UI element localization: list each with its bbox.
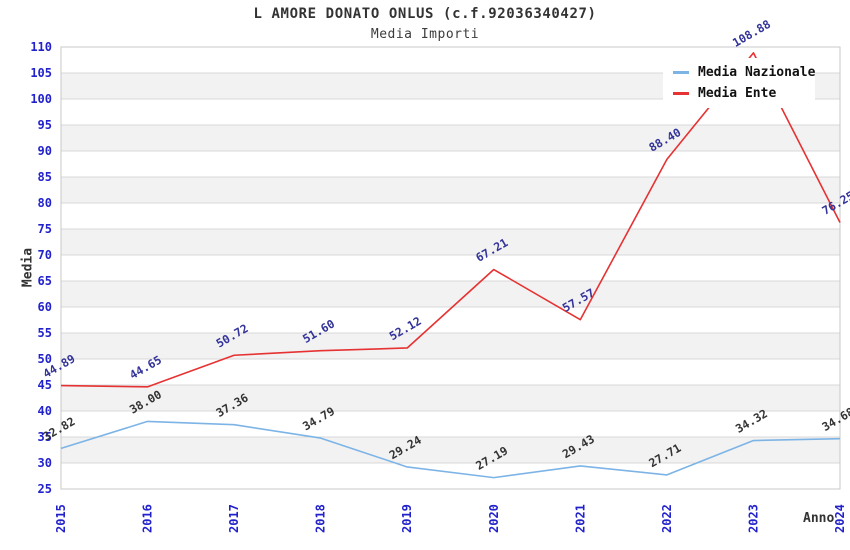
legend-label: Media Ente bbox=[698, 86, 777, 101]
legend-item-media-ente: Media Ente bbox=[673, 83, 815, 104]
grid-band bbox=[61, 307, 840, 333]
grid-band bbox=[61, 125, 840, 151]
grid-band bbox=[61, 177, 840, 203]
x-tick-label: 2015 bbox=[54, 504, 68, 533]
y-tick-label: 50 bbox=[38, 352, 52, 366]
grid-band bbox=[61, 203, 840, 229]
y-tick-label: 55 bbox=[38, 326, 52, 340]
series-line-media-nazionale bbox=[60, 420, 841, 479]
x-tick-label: 2017 bbox=[227, 504, 241, 533]
y-tick-label: 80 bbox=[38, 196, 52, 210]
legend-line-swatch-ente bbox=[673, 92, 689, 95]
x-tick-label: 2023 bbox=[746, 504, 760, 533]
plot-border bbox=[60, 46, 841, 490]
x-tick-label: 2019 bbox=[400, 504, 414, 533]
chart-subtitle: Media Importi bbox=[370, 27, 480, 42]
y-tick-label: 30 bbox=[38, 456, 52, 470]
legend-item-media-nazionale: Media Nazionale bbox=[673, 62, 815, 83]
grid-band bbox=[61, 229, 840, 255]
x-tick-label: 2022 bbox=[660, 504, 674, 533]
y-tick-label: 40 bbox=[38, 404, 52, 418]
legend-label: Media Nazionale bbox=[698, 65, 816, 80]
y-tick-label: 70 bbox=[38, 248, 52, 262]
grid-band bbox=[61, 437, 840, 463]
x-tick-label: 2016 bbox=[141, 504, 155, 533]
y-tick-label: 45 bbox=[38, 378, 52, 392]
y-axis-title: Media bbox=[20, 247, 36, 288]
x-tick-label: 2018 bbox=[314, 504, 328, 533]
grid-band bbox=[61, 255, 840, 281]
y-tick-label: 85 bbox=[38, 170, 52, 184]
y-tick-label: 110 bbox=[30, 40, 52, 54]
legend-line-swatch-nazionale bbox=[673, 71, 689, 74]
y-tick-label: 105 bbox=[30, 66, 52, 80]
y-tick-label: 90 bbox=[38, 144, 52, 158]
y-tick-label: 65 bbox=[38, 274, 52, 288]
grid-band bbox=[61, 333, 840, 359]
grid-band bbox=[61, 411, 840, 437]
y-tick-label: 75 bbox=[38, 222, 52, 236]
grid-band bbox=[61, 281, 840, 307]
y-tick-label: 35 bbox=[38, 430, 52, 444]
y-tick-label: 60 bbox=[38, 300, 52, 314]
grid-band bbox=[61, 359, 840, 385]
grid-band bbox=[61, 151, 840, 177]
x-tick-label: 2021 bbox=[573, 504, 587, 533]
x-tick-label: 2024 bbox=[833, 504, 847, 533]
x-tick-label: 2020 bbox=[487, 504, 501, 533]
grid-band bbox=[61, 385, 840, 411]
grid-band bbox=[61, 463, 840, 489]
data-label: 108.88 bbox=[730, 17, 773, 50]
y-tick-label: 25 bbox=[38, 482, 52, 496]
legend: Media Nazionale Media Ente bbox=[663, 58, 815, 108]
y-tick-label: 95 bbox=[38, 118, 52, 132]
y-tick-label: 100 bbox=[30, 92, 52, 106]
chart-title: L AMORE DONATO ONLUS (c.f.92036340427) bbox=[253, 6, 597, 22]
x-axis-title: Anno bbox=[803, 511, 835, 526]
